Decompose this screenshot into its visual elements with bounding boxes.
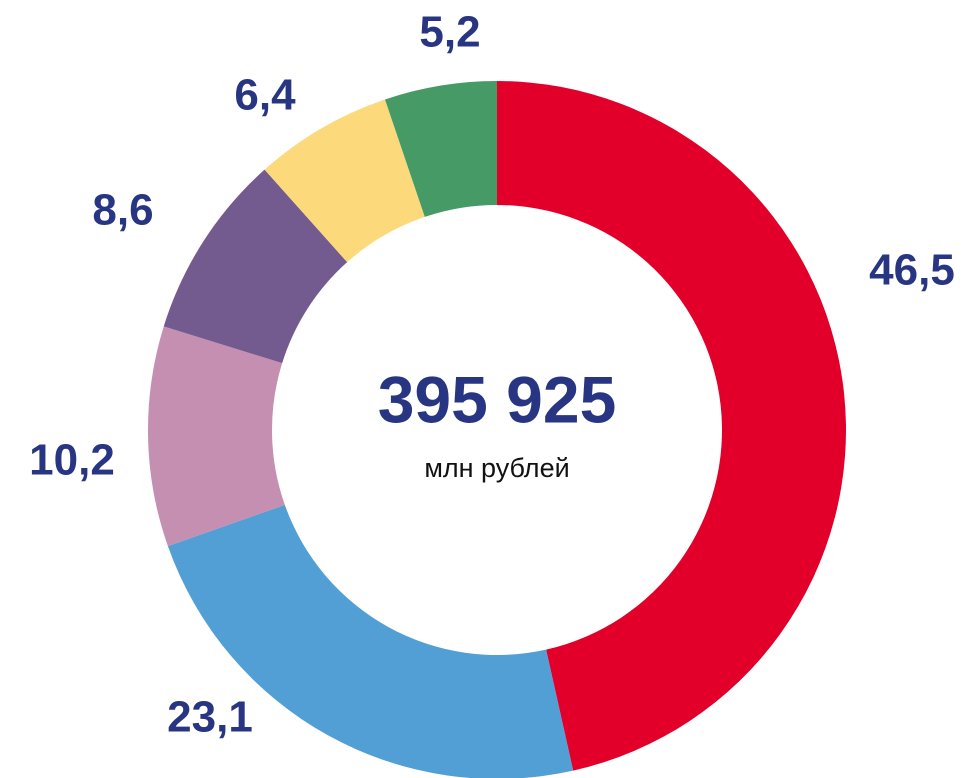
value-label: 23,1 xyxy=(167,693,253,742)
value-label: 46,5 xyxy=(869,246,955,295)
value-label: 8,6 xyxy=(92,186,153,235)
donut-segment xyxy=(264,99,425,263)
value-label: 5,2 xyxy=(419,8,480,57)
center-value: 395 925 xyxy=(378,362,617,436)
center-unit: млн рублей xyxy=(424,453,569,483)
donut-segment xyxy=(384,81,497,217)
donut-segment xyxy=(163,169,348,364)
value-label: 6,4 xyxy=(234,71,296,120)
value-label: 10,2 xyxy=(29,436,115,485)
donut-segment xyxy=(497,81,847,771)
donut-segment xyxy=(147,326,285,547)
donut-segment xyxy=(167,504,574,778)
